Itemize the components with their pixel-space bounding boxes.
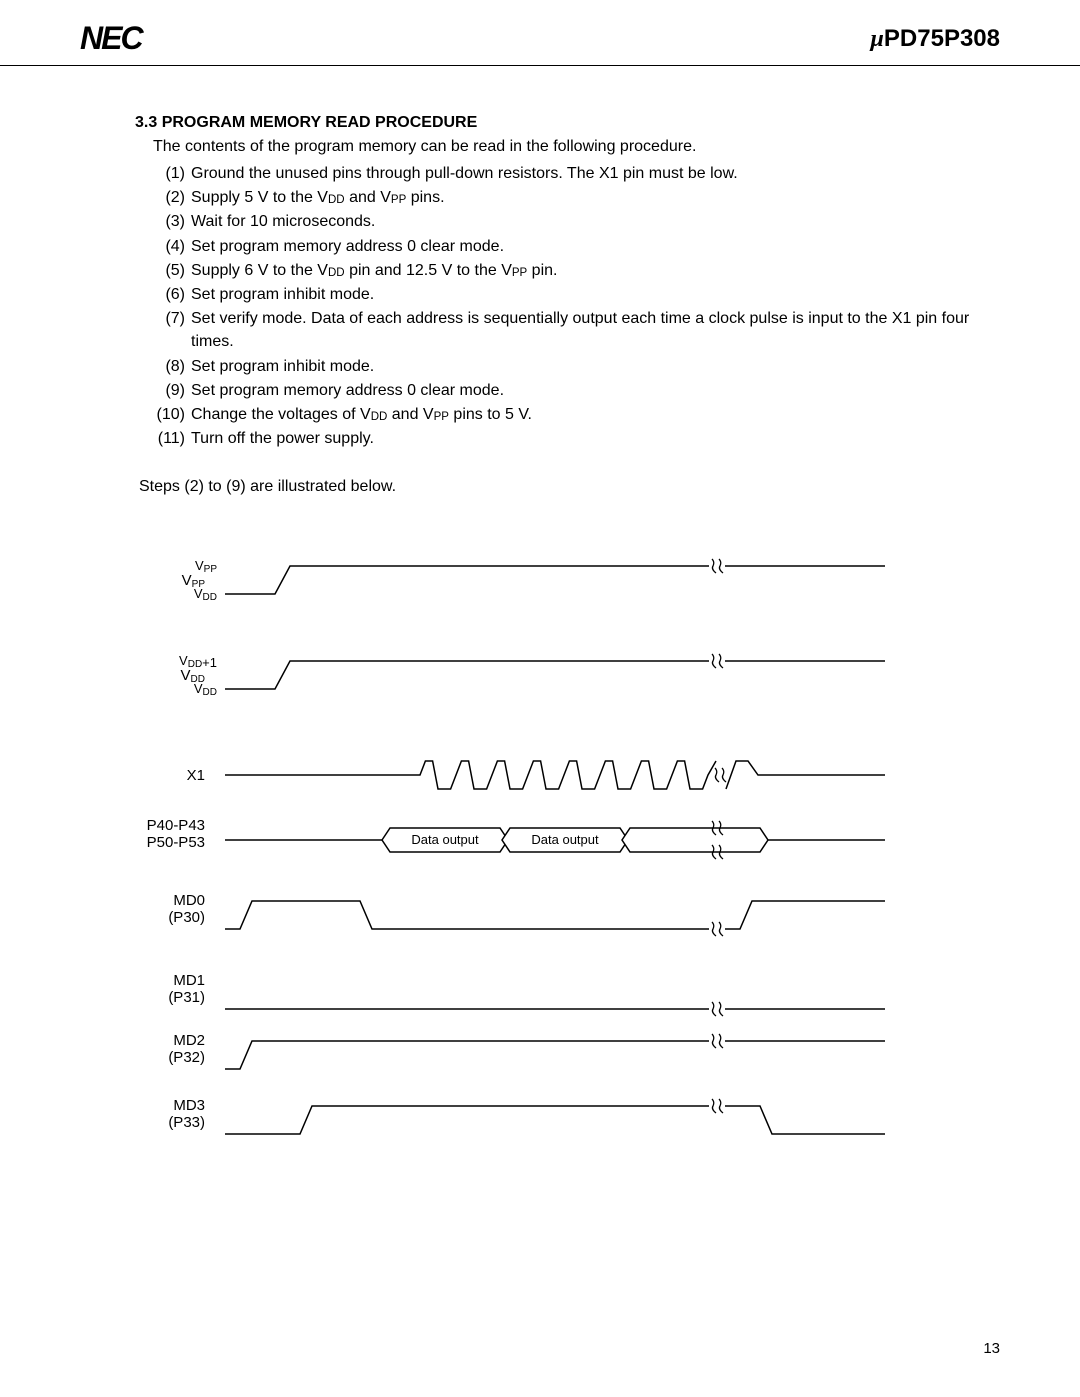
step-number: (2) <box>153 186 191 209</box>
step-number: (4) <box>153 235 191 258</box>
step-text: Change the voltages of VDD and VPP pins … <box>191 403 1000 426</box>
step-number: (7) <box>153 307 191 353</box>
step-text: Set program inhibit mode. <box>191 283 1000 306</box>
nec-logo: NEC <box>80 20 142 57</box>
procedure-step: (8)Set program inhibit mode. <box>153 355 1000 378</box>
page-number: 13 <box>983 1340 1000 1357</box>
svg-text:MD2: MD2 <box>173 1032 205 1049</box>
step-number: (11) <box>153 427 191 450</box>
step-number: (6) <box>153 283 191 306</box>
mu-prefix: μ <box>871 26 884 52</box>
svg-text:VDD: VDD <box>194 586 217 603</box>
step-text: Supply 6 V to the VDD pin and 12.5 V to … <box>191 259 1000 282</box>
section-heading: PROGRAM MEMORY READ PROCEDURE <box>162 114 478 131</box>
section-intro: The contents of the program memory can b… <box>153 138 1000 156</box>
svg-text:VPP: VPP <box>195 558 217 575</box>
procedure-step: (4)Set program memory address 0 clear mo… <box>153 235 1000 258</box>
step-text: Set program memory address 0 clear mode. <box>191 379 1000 402</box>
procedure-steps: (1)Ground the unused pins through pull-d… <box>153 162 1000 450</box>
procedure-step: (3)Wait for 10 microseconds. <box>153 210 1000 233</box>
procedure-step: (2)Supply 5 V to the VDD and VPP pins. <box>153 186 1000 209</box>
svg-text:P50-P53: P50-P53 <box>147 834 205 851</box>
svg-text:(P33): (P33) <box>168 1114 205 1131</box>
step-number: (5) <box>153 259 191 282</box>
step-number: (1) <box>153 162 191 185</box>
illustrated-note: Steps (2) to (9) are illustrated below. <box>139 478 1000 496</box>
part-number: μPD75P308 <box>871 25 1000 53</box>
svg-text:MD0: MD0 <box>173 892 205 909</box>
step-text: Supply 5 V to the VDD and VPP pins. <box>191 186 1000 209</box>
step-number: (9) <box>153 379 191 402</box>
step-text: Turn off the power supply. <box>191 427 1000 450</box>
procedure-step: (1)Ground the unused pins through pull-d… <box>153 162 1000 185</box>
timing-diagram: VPPVPPVDDVDDVDD+1VDDX1P40-P43P50-P53Data… <box>135 546 1000 1156</box>
step-text: Set verify mode. Data of each address is… <box>191 307 1000 353</box>
part-num-text: PD75P308 <box>884 25 1000 52</box>
page-header: NEC μPD75P308 <box>0 0 1080 66</box>
main-content: 3.3 PROGRAM MEMORY READ PROCEDURE The co… <box>0 66 1080 1176</box>
svg-text:P40-P43: P40-P43 <box>147 817 205 834</box>
svg-text:(P30): (P30) <box>168 909 205 926</box>
step-text: Set program inhibit mode. <box>191 355 1000 378</box>
step-text: Set program memory address 0 clear mode. <box>191 235 1000 258</box>
procedure-step: (11)Turn off the power supply. <box>153 427 1000 450</box>
step-text: Ground the unused pins through pull-down… <box>191 162 1000 185</box>
svg-text:(P32): (P32) <box>168 1049 205 1066</box>
svg-text:X1: X1 <box>187 767 205 784</box>
svg-text:VDD: VDD <box>194 681 217 698</box>
step-number: (8) <box>153 355 191 378</box>
procedure-step: (9)Set program memory address 0 clear mo… <box>153 379 1000 402</box>
svg-text:Data output: Data output <box>531 832 599 847</box>
section-title: 3.3 PROGRAM MEMORY READ PROCEDURE <box>135 114 1000 132</box>
step-number: (10) <box>153 403 191 426</box>
svg-text:MD1: MD1 <box>173 972 205 989</box>
procedure-step: (10)Change the voltages of VDD and VPP p… <box>153 403 1000 426</box>
step-number: (3) <box>153 210 191 233</box>
svg-text:VDD+1: VDD+1 <box>179 653 217 670</box>
procedure-step: (6)Set program inhibit mode. <box>153 283 1000 306</box>
procedure-step: (5)Supply 6 V to the VDD pin and 12.5 V … <box>153 259 1000 282</box>
timing-svg: VPPVPPVDDVDDVDD+1VDDX1P40-P43P50-P53Data… <box>135 546 895 1156</box>
step-text: Wait for 10 microseconds. <box>191 210 1000 233</box>
svg-text:Data output: Data output <box>411 832 479 847</box>
svg-text:MD3: MD3 <box>173 1097 205 1114</box>
section-number: 3.3 <box>135 114 157 131</box>
svg-text:(P31): (P31) <box>168 989 205 1006</box>
procedure-step: (7)Set verify mode. Data of each address… <box>153 307 1000 353</box>
